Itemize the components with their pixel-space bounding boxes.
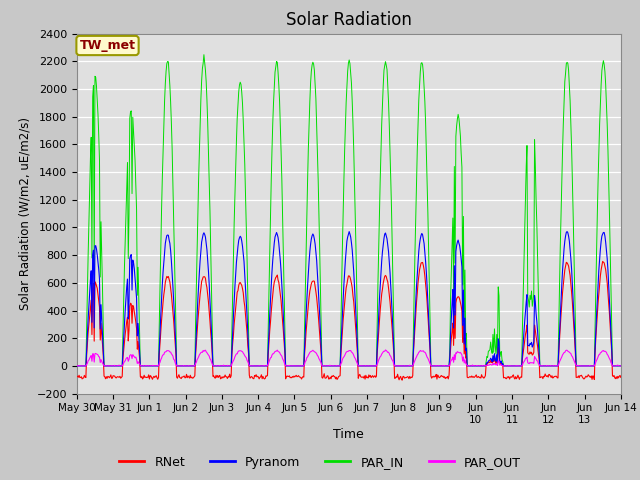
- Text: TW_met: TW_met: [79, 39, 136, 52]
- Legend: RNet, Pyranom, PAR_IN, PAR_OUT: RNet, Pyranom, PAR_IN, PAR_OUT: [115, 451, 525, 474]
- Title: Solar Radiation: Solar Radiation: [286, 11, 412, 29]
- Y-axis label: Solar Radiation (W/m2, uE/m2/s): Solar Radiation (W/m2, uE/m2/s): [18, 117, 31, 310]
- X-axis label: Time: Time: [333, 428, 364, 441]
